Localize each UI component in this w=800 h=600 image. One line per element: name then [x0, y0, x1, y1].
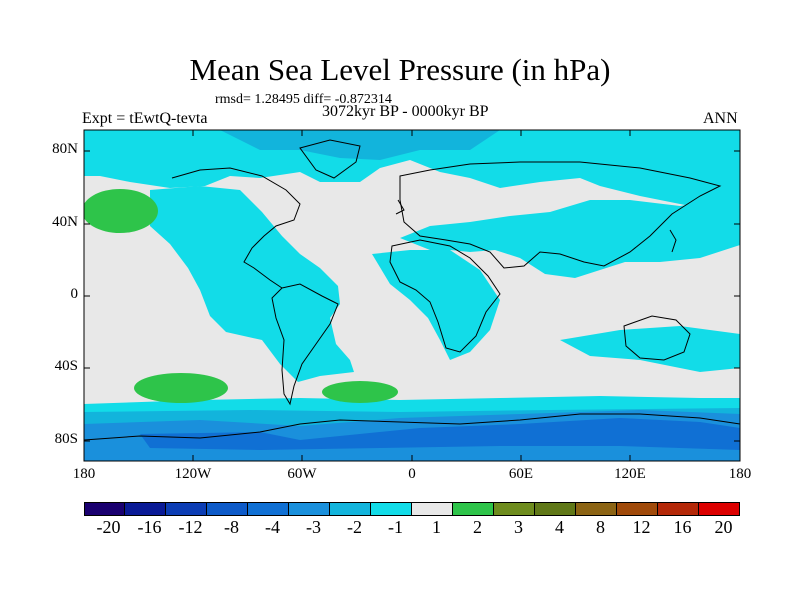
coast-japan	[669, 229, 677, 253]
south-pacific-positive-region	[134, 373, 228, 403]
colorbar-label: 20	[714, 517, 733, 537]
experiment-label: Expt = tEwtQ-tevta	[82, 110, 208, 127]
colorbar-label: 12	[632, 517, 651, 537]
colorbar-swatch	[412, 502, 453, 516]
asia-negative-region	[400, 196, 740, 278]
indian-negative-region	[560, 326, 740, 372]
colorbar-swatch	[289, 502, 330, 516]
colorbar-swatch	[207, 502, 248, 516]
colorbar-swatch	[699, 502, 740, 516]
lon-tick-180w: 180	[72, 466, 96, 482]
coast-antarctica	[84, 413, 740, 441]
lat-tick-40n: 40N	[52, 214, 78, 230]
colorbar-label: -4	[265, 517, 280, 537]
coast-greenland	[299, 139, 361, 179]
lon-tick-0: 0	[408, 466, 416, 482]
arctic-minus2-region	[220, 130, 500, 160]
colorbar-swatch	[125, 502, 166, 516]
coast-australia	[623, 315, 691, 361]
colorbar-label: -12	[178, 517, 203, 537]
colorbar-label: -16	[137, 517, 162, 537]
lon-tick-60w: 60W	[287, 466, 317, 482]
north-pacific-positive-region	[84, 189, 158, 233]
lon-tick-60e: 60E	[508, 466, 534, 482]
colorbar-label: 2	[473, 517, 482, 537]
colorbar-swatch	[84, 502, 125, 516]
americas-negative-region	[150, 186, 354, 382]
colorbar-swatch	[494, 502, 535, 516]
colorbar-swatch	[166, 502, 207, 516]
colorbar-swatch	[453, 502, 494, 516]
coastlines	[84, 139, 740, 441]
chart-title: Mean Sea Level Pressure (in hPa)	[189, 52, 611, 87]
lon-tick-120w: 120W	[174, 466, 212, 482]
colorbar-swatch	[371, 502, 412, 516]
colorbar-swatch	[535, 502, 576, 516]
lat-tick-80n: 80N	[52, 141, 78, 157]
colorbar-label: -8	[224, 517, 239, 537]
lat-tick-0: 0	[70, 286, 79, 302]
colorbar-label: -3	[306, 517, 321, 537]
colorbar-label: 1	[432, 517, 441, 537]
africa-negative-region	[372, 250, 500, 360]
southern-minus4-region	[140, 418, 740, 450]
south-atlantic-positive-region	[322, 381, 398, 403]
coast-north-america	[171, 167, 301, 289]
lat-tick-80s: 80S	[54, 431, 78, 447]
period-label: 3072kyr BP - 0000kyr BP	[322, 103, 489, 120]
colorbar-swatch	[658, 502, 699, 516]
lon-tick-120e: 120E	[614, 466, 646, 482]
colorbar-label: 8	[596, 517, 605, 537]
coast-uk	[395, 199, 405, 215]
colorbar-swatch	[330, 502, 371, 516]
colorbar	[84, 502, 740, 516]
colorbar-swatch	[617, 502, 658, 516]
map-ticks	[84, 130, 740, 461]
colorbar-swatch	[248, 502, 289, 516]
colorbar-swatch	[576, 502, 617, 516]
coast-south-america	[271, 283, 339, 406]
season-label: ANN	[703, 110, 738, 127]
coast-eurasia	[399, 161, 722, 269]
arctic-negative-region	[84, 130, 740, 210]
colorbar-label: -1	[388, 517, 403, 537]
colorbar-label: 16	[673, 517, 692, 537]
colorbar-label: 4	[555, 517, 564, 537]
rmsd-diff-stats: rmsd= 1.28495 diff= -0.872314	[215, 92, 392, 107]
coast-africa	[389, 239, 501, 353]
map-field	[84, 130, 740, 461]
lat-tick-40s: 40S	[54, 358, 78, 374]
colorbar-label: -20	[96, 517, 121, 537]
lon-tick-180e: 180	[728, 466, 752, 482]
colorbar-label: -2	[347, 517, 362, 537]
colorbar-label: 3	[514, 517, 523, 537]
